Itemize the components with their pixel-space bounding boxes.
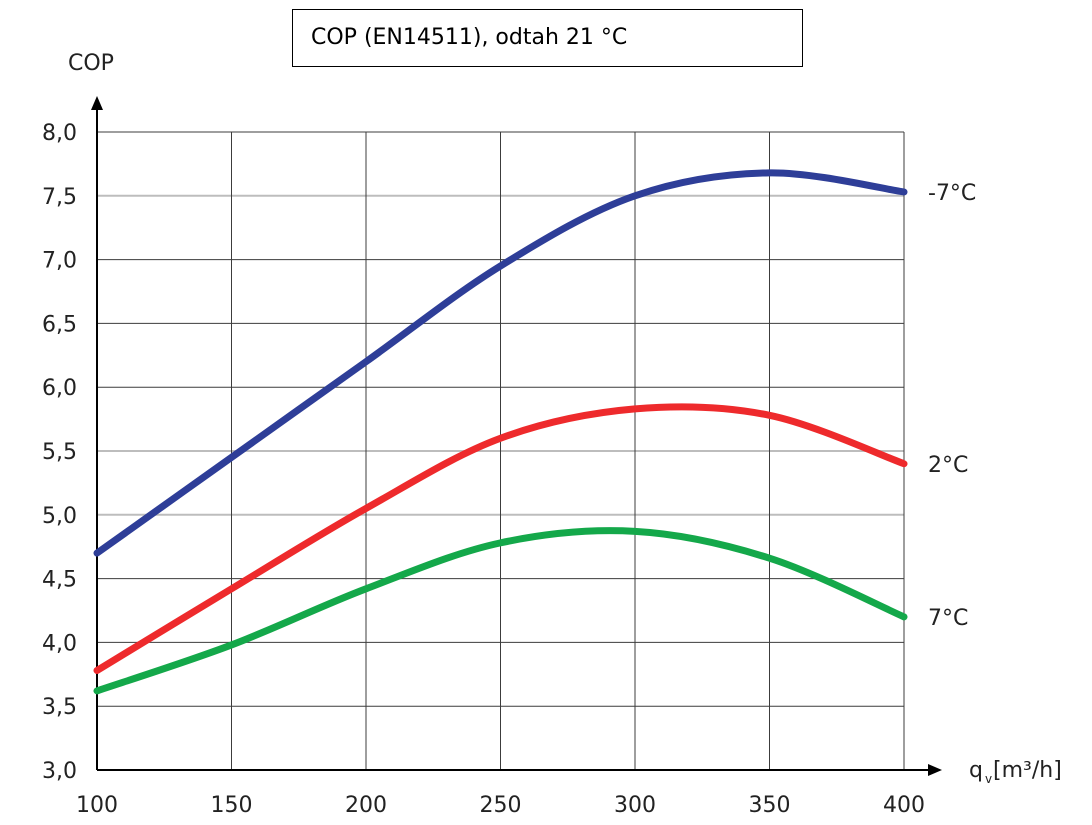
chart-title-box: COP (EN14511), odtah 21 °C xyxy=(292,9,803,67)
x-tick-label: 150 xyxy=(211,793,253,818)
y-tick-labels: 3,0 3,5 4,0 4,5 5,0 5,5 6,0 6,5 7,0 7,5 8,0 xyxy=(42,121,77,784)
chart-title: COP (EN14511), odtah 21 °C xyxy=(311,25,628,50)
series-label: 2°C xyxy=(928,453,968,478)
y-tick-label: 3,0 xyxy=(42,759,77,784)
x-tick-label: 200 xyxy=(345,793,387,818)
y-tick-label: 5,5 xyxy=(42,440,77,465)
y-tick-label: 6,0 xyxy=(42,376,77,401)
x-axis-label-main: q xyxy=(969,758,983,783)
series-line xyxy=(93,403,908,674)
y-tick-label: 4,5 xyxy=(42,568,77,593)
x-tick-label: 400 xyxy=(883,793,925,818)
x-tick-label: 300 xyxy=(614,793,656,818)
y-tick-label: 7,5 xyxy=(42,185,77,210)
y-tick-label: 4,0 xyxy=(42,631,77,656)
series-labels: -7°C 2°C 7°C xyxy=(928,181,976,631)
y-tick-label: 8,0 xyxy=(42,121,77,146)
y-tick-label: 6,5 xyxy=(42,312,77,337)
y-tick-label: 7,0 xyxy=(42,249,77,274)
y-tick-label: 3,5 xyxy=(42,695,77,720)
y-axis-label: COP xyxy=(68,51,114,76)
x-axis-label-sub: v xyxy=(985,772,992,786)
y-axis-arrow xyxy=(91,96,103,110)
x-axis-arrow xyxy=(928,764,942,776)
series-label: 7°C xyxy=(928,606,968,631)
grid xyxy=(97,131,905,770)
series-label: -7°C xyxy=(928,181,976,206)
x-tick-labels: 100 150 200 250 300 350 400 xyxy=(76,793,925,818)
y-tick-label: 5,0 xyxy=(42,504,77,529)
axes xyxy=(91,96,942,776)
x-tick-label: 100 xyxy=(76,793,118,818)
x-axis-label-unit: [m³/h] xyxy=(993,758,1062,783)
x-tick-label: 250 xyxy=(480,793,522,818)
series-line xyxy=(93,169,908,557)
series-line xyxy=(93,527,908,695)
x-tick-label: 350 xyxy=(749,793,791,818)
series-lines xyxy=(93,169,908,695)
